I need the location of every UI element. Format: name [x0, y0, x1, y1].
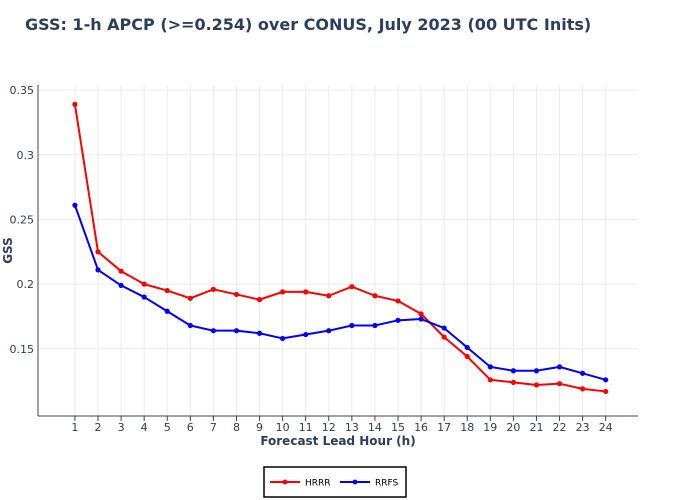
x-tick-label: 9	[256, 421, 263, 434]
x-tick-label: 12	[322, 421, 336, 434]
x-tick-label: 15	[391, 421, 405, 434]
x-tick-label: 3	[118, 421, 125, 434]
rrfs-point	[372, 322, 378, 329]
hrrr-point	[280, 289, 286, 295]
hrrr-point	[141, 281, 147, 287]
hrrr-point	[464, 353, 470, 360]
rrfs-point	[556, 364, 563, 370]
rrfs-point	[441, 325, 447, 331]
x-tick-label: 11	[299, 421, 313, 434]
hrrr-point	[533, 382, 540, 388]
x-tick-label: 13	[345, 421, 359, 434]
rrfs-point	[487, 364, 493, 370]
x-tick-label: 1	[71, 421, 78, 434]
x-tick-label: 10	[276, 421, 290, 434]
hrrr-point	[349, 284, 355, 290]
hrrr-point	[233, 291, 240, 298]
x-tick-label: 5	[164, 421, 171, 434]
rrfs-point	[303, 331, 309, 338]
rrfs-point	[118, 282, 124, 289]
x-tick-label: 7	[210, 421, 217, 434]
hrrr-point	[303, 289, 309, 295]
hrrr-point	[510, 379, 516, 385]
rrfs-point	[141, 294, 147, 300]
hrrr-point	[72, 101, 78, 107]
x-tick-label: 18	[460, 421, 474, 434]
legend-marker-hrrr	[282, 479, 288, 485]
legend-label-rrfs: RRFS	[375, 479, 399, 489]
rrfs-point	[510, 368, 516, 374]
rrfs-point	[418, 316, 424, 322]
rrfs-point	[187, 322, 193, 329]
hrrr-point	[603, 388, 609, 395]
hrrr-series-line	[73, 104, 606, 393]
rrfs-point	[280, 335, 286, 342]
hrrr-point	[164, 287, 170, 294]
x-axis-title: Forecast Lead Hour (h)	[260, 434, 415, 448]
x-tick-label: 8	[233, 421, 240, 434]
hrrr-point	[256, 297, 263, 303]
rrfs-point	[233, 328, 240, 334]
rrfs-point	[580, 370, 586, 376]
hrrr-point	[118, 268, 124, 274]
rrfs-point	[533, 368, 540, 374]
hrrr-point	[580, 386, 586, 392]
hrrr-point	[556, 381, 563, 387]
x-tick-label: 19	[483, 421, 497, 434]
x-tick-label: 2	[95, 421, 102, 434]
x-tick-label: 23	[576, 421, 590, 434]
chart-title: GSS: 1-h APCP (>=0.254) over CONUS, July…	[25, 15, 592, 34]
x-tick-label: 17	[437, 421, 451, 434]
rrfs-point	[464, 344, 470, 351]
x-tick-label: 16	[414, 421, 428, 434]
x-tick-label: 4	[141, 421, 148, 434]
y-tick-label: 0.25	[10, 213, 35, 226]
rrfs-point	[72, 202, 78, 208]
hrrr-point	[487, 377, 493, 383]
legend-label-hrrr: HRRR	[305, 479, 331, 489]
x-tick-label: 6	[187, 421, 194, 434]
rrfs-point	[326, 328, 332, 334]
y-tick-label: 0.35	[10, 84, 35, 97]
hrrr-point	[395, 298, 401, 304]
rrfs-point	[210, 328, 216, 334]
x-tick-label: 22	[553, 421, 567, 434]
rrfs-point	[164, 308, 170, 314]
rrfs-point	[395, 317, 401, 323]
y-tick-label: 0.3	[17, 149, 35, 162]
x-tick-label: 14	[368, 421, 382, 434]
hrrr-point	[187, 295, 193, 301]
legend-marker-rrfs	[352, 479, 358, 485]
rrfs-point	[95, 267, 101, 273]
rrfs-point	[256, 330, 263, 336]
hrrr-point	[372, 293, 378, 299]
x-tick-label: 21	[529, 421, 543, 434]
rrfs-series-line	[73, 204, 606, 381]
y-tick-label: 0.15	[10, 343, 35, 356]
hrrr-point	[95, 249, 101, 255]
hrrr-point	[418, 311, 424, 317]
hrrr-point	[210, 286, 216, 292]
hrrr-point	[441, 334, 447, 340]
rrfs-point	[349, 322, 355, 329]
y-tick-label: 0.2	[17, 278, 35, 291]
x-tick-label: 24	[599, 421, 613, 434]
x-tick-label: 20	[506, 421, 520, 434]
y-axis-title: GSS	[1, 237, 15, 264]
hrrr-point	[326, 293, 332, 299]
rrfs-point	[603, 377, 609, 383]
